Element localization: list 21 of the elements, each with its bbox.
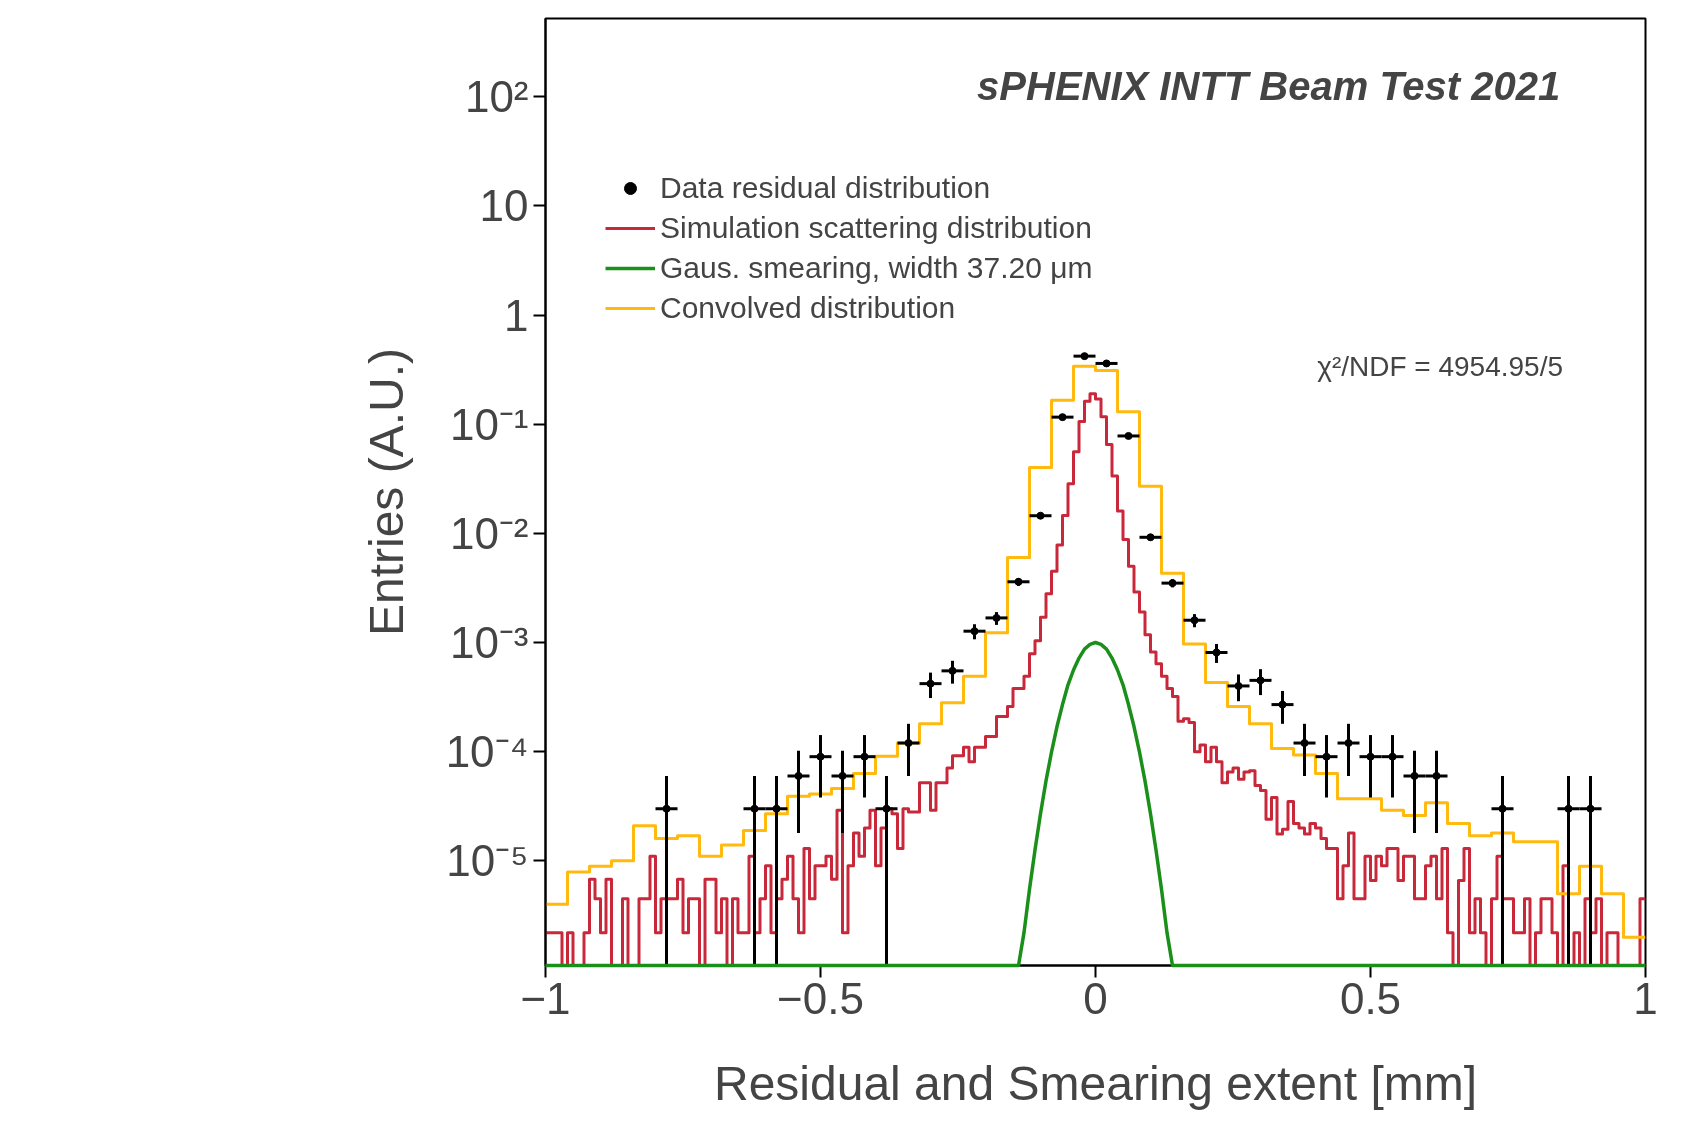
x-tick-label: 1 xyxy=(1633,973,1658,1023)
y-tick-label: 10² xyxy=(464,72,529,122)
y-tick-label: 10⁻² xyxy=(449,508,529,558)
legend-label: Simulation scattering distribution xyxy=(660,211,1092,245)
legend-label: Data residual distribution xyxy=(660,171,991,205)
y-tick-label: 10⁻³ xyxy=(449,618,529,668)
annotation: χ²/NDF = 4954.95/5 xyxy=(1317,350,1564,382)
x-tick-label: 0 xyxy=(1083,973,1108,1023)
annotation: sPHENIX INTT Beam Test 2021 xyxy=(977,64,1561,109)
legend-label: Convolved distribution xyxy=(660,291,956,325)
legend-label: Gaus. smearing, width 37.20 μm xyxy=(660,251,1093,285)
y-tick-label: 10⁻⁵ xyxy=(446,836,529,886)
x-tick-label: 0.5 xyxy=(1339,973,1402,1023)
y-tick-label: 10 xyxy=(479,181,529,231)
x-axis-title: Residual and Smearing extent [mm] xyxy=(713,1056,1478,1110)
y-axis-title: Entries (A.U.) xyxy=(359,347,413,637)
y-tick-label: 10⁻¹ xyxy=(449,399,529,449)
x-tick-label: −0.5 xyxy=(777,973,864,1023)
y-tick-label: 1 xyxy=(504,290,529,340)
y-tick-label: 10⁻⁴ xyxy=(445,727,529,777)
x-tick-label: −1 xyxy=(520,973,571,1023)
